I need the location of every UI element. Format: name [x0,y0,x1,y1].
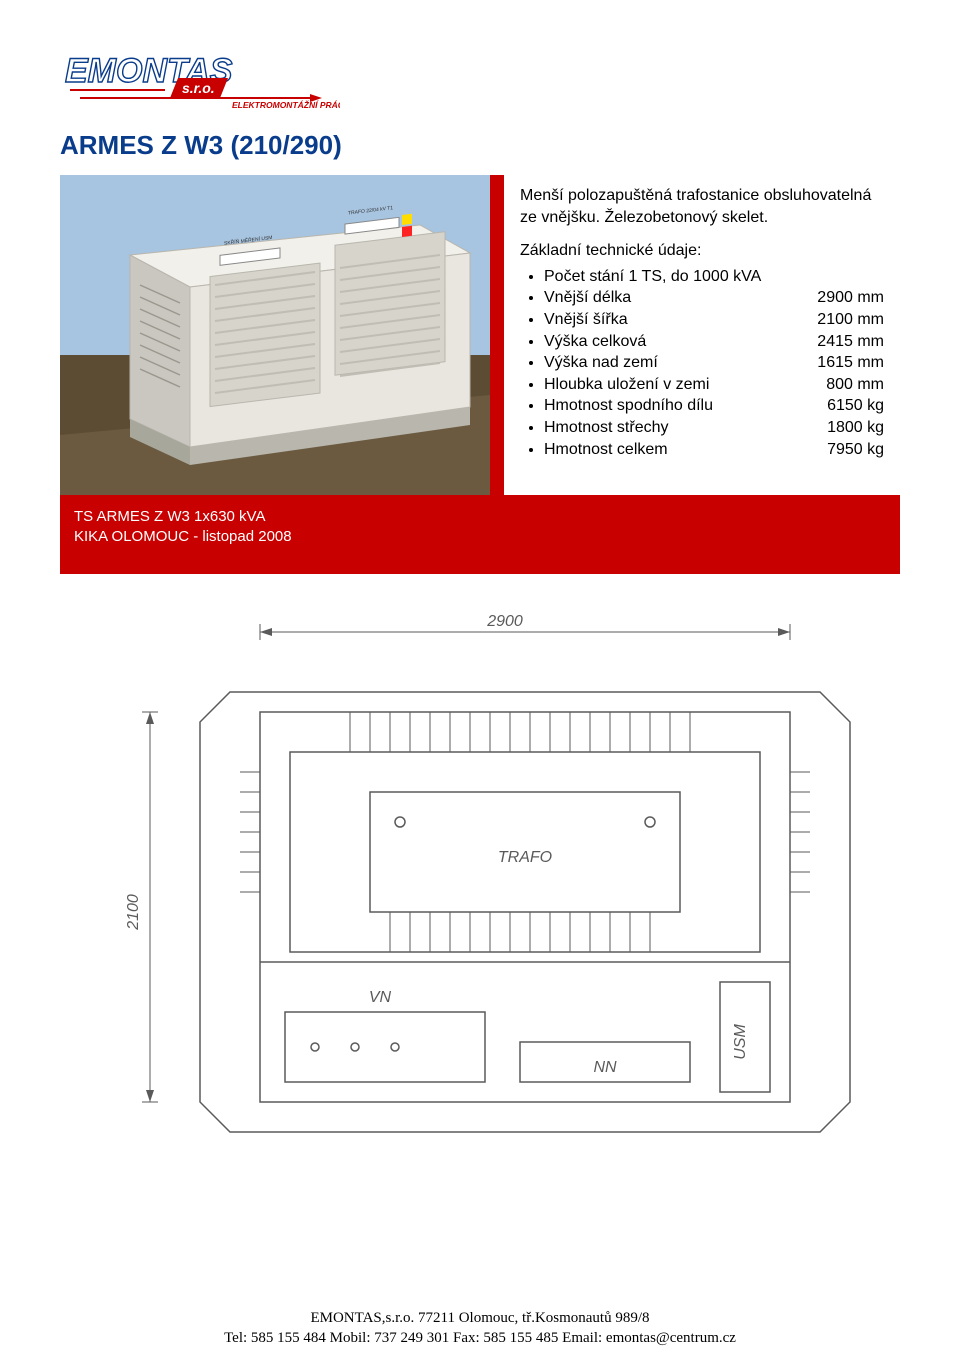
company-logo: EMONTAS s.r.o. ELEKTROMONTÁŽNÍ PRÁCE [60,50,900,110]
dim-width: 2900 [486,613,523,630]
plan-diagram: 2900 2100 [60,602,900,1162]
dim-height: 2100 [125,894,142,931]
caption-line-1: TS ARMES Z W3 1x630 kVA [74,507,886,527]
logo-sro-text: s.r.o. [182,80,215,96]
product-description: Menší polozapuštěná trafostanice obsluho… [520,185,884,228]
spec-item: Vnější délka2900 mm [544,287,884,309]
label-usm: USM [732,1024,749,1060]
spec-item: Výška nad zemí1615 mm [544,352,884,374]
product-photo: SKŘÍŇ MĚŘENÍ USM TRAFO 22/04 kV T1 [60,175,490,495]
label-vn: VN [369,989,392,1006]
label-trafo: TRAFO [498,849,552,866]
caption-line-2: KIKA OLOMOUC - listopad 2008 [74,527,886,547]
product-photo-svg: SKŘÍŇ MĚŘENÍ USM TRAFO 22/04 kV T1 [60,175,490,495]
emontas-logo-svg: EMONTAS s.r.o. ELEKTROMONTÁŽNÍ PRÁCE [60,50,340,110]
spec-item: Počet stání 1 TS, do 1000 kVA [544,266,884,288]
spec-item: Vnější šířka2100 mm [544,309,884,331]
label-nn: NN [593,1059,617,1076]
spec-item: Hloubka uložení v zemi800 mm [544,374,884,396]
spec-item: Hmotnost spodního dílu6150 kg [544,395,884,417]
red-divider [60,570,900,574]
logo-tagline: ELEKTROMONTÁŽNÍ PRÁCE [232,99,340,110]
spec-header: Základní technické údaje: [520,240,884,262]
spec-item: Hmotnost střechy1800 kg [544,417,884,439]
footer-line-2: Tel: 585 155 484 Mobil: 737 249 301 Fax:… [0,1328,960,1348]
caption-strip: TS ARMES Z W3 1x630 kVA KIKA OLOMOUC - l… [60,499,900,570]
spec-panel: Menší polozapuštěná trafostanice obsluho… [504,175,900,495]
spec-list: Počet stání 1 TS, do 1000 kVA Vnější dél… [520,266,884,460]
content-row: SKŘÍŇ MĚŘENÍ USM TRAFO 22/04 kV T1 Menší… [60,175,900,499]
plan-diagram-svg: 2900 2100 [90,602,870,1162]
page-title: ARMES Z W3 (210/290) [60,130,900,161]
footer-line-1: EMONTAS,s.r.o. 77211 Olomouc, tř.Kosmona… [0,1308,960,1328]
spec-item: Hmotnost celkem7950 kg [544,439,884,461]
page-footer: EMONTAS,s.r.o. 77211 Olomouc, tř.Kosmona… [0,1308,960,1349]
spec-item: Výška celková2415 mm [544,331,884,353]
